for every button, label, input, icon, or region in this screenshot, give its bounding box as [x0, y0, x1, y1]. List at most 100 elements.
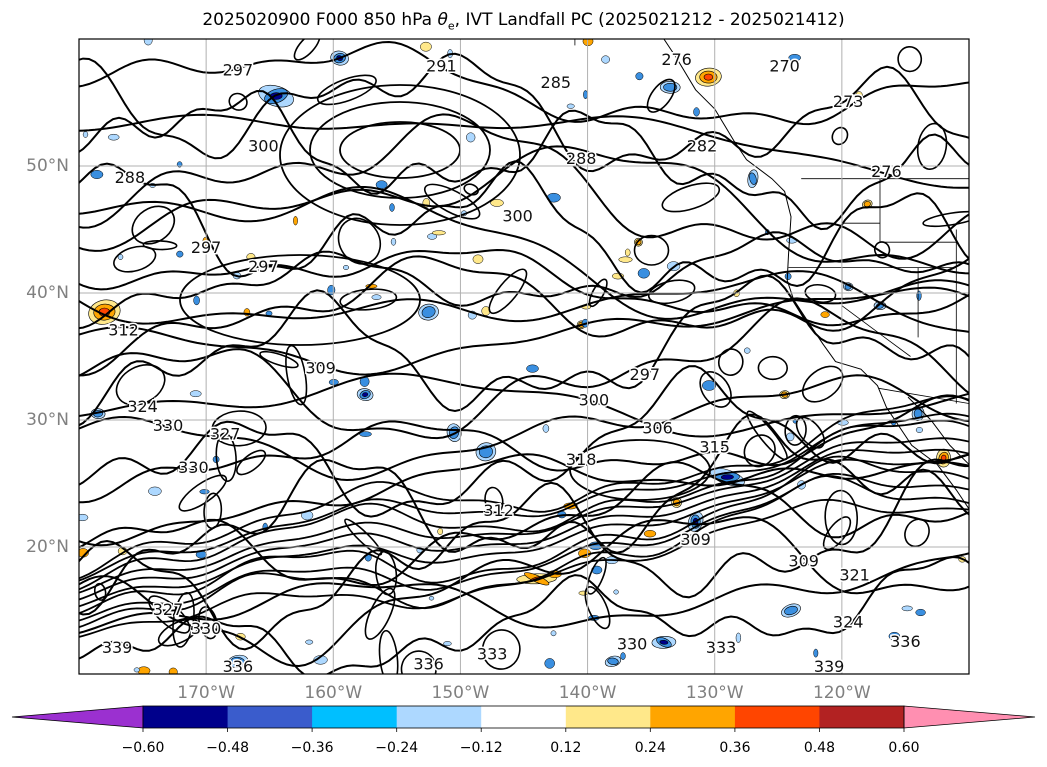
theta-e-contour [79, 365, 969, 518]
theta-e-contour-loop [113, 245, 157, 273]
pc-shading-blob [421, 306, 436, 318]
latitude-label: 40°N [26, 283, 69, 303]
theta-e-contour-loop [131, 205, 176, 245]
contour-label: 285 [541, 73, 572, 92]
pc-shading-speck [550, 630, 557, 637]
colorbar-bin [312, 706, 398, 728]
pc-shading-blob [607, 657, 619, 665]
theta-e-contour [79, 455, 969, 615]
pc-shading-blob [721, 474, 734, 480]
contour-label: 336 [413, 655, 444, 674]
colorbar-tick-label: −0.48 [206, 740, 249, 756]
theta-e-contour-loop [922, 210, 969, 228]
theta-e-contour-loop [228, 92, 248, 111]
theta-e-contour [79, 297, 969, 440]
map-title: 2025020900 F000 850 hPa θe, IVT Landfall… [0, 10, 1047, 32]
pc-shading-speck [820, 311, 830, 318]
pc-shading-speck [107, 133, 120, 141]
contour-label: 297 [223, 60, 254, 79]
pc-shading-speck [635, 72, 644, 81]
theta-e-contour [79, 160, 969, 294]
title-theta-subscript: e [447, 19, 455, 33]
pc-shading-speck [428, 595, 435, 601]
longitude-label: 120°W [813, 683, 871, 703]
theta-e-contour-loop [897, 46, 923, 73]
contour-label: 330 [178, 458, 209, 477]
theta-e-contour-loop [831, 126, 849, 146]
contour-label: 288 [115, 168, 146, 187]
theta-e-contour [79, 516, 969, 668]
theta-e-contour-loop [316, 74, 377, 106]
colorbar-tick-label: −0.24 [375, 740, 418, 756]
pc-shading-blob [663, 82, 678, 92]
contour-label-layer: 297 291 285 276 270 273 300 288 282 276 288 300 297 2… [100, 49, 922, 678]
contour-label: 330 [153, 416, 184, 435]
theta-e-contour [79, 372, 969, 438]
colorbar-bin [650, 706, 736, 728]
contour-label: 309 [680, 530, 711, 549]
theta-e-contour-loop [646, 78, 676, 113]
theta-e-contour-loop [115, 364, 166, 406]
theta-e-contour [79, 186, 969, 320]
colorbar-bin [143, 706, 229, 728]
longitude-label: 150°W [432, 683, 490, 703]
coastline-layer [574, 39, 969, 510]
pc-shading-speck [431, 230, 446, 236]
pc-shading-speck [168, 667, 178, 674]
theta-e-contour-loop [757, 355, 788, 381]
pc-shading-speck [637, 268, 650, 279]
theta-e-contour-loop [784, 414, 807, 446]
theta-e-contour-loop [344, 518, 383, 556]
pc-shading-speck [359, 431, 372, 437]
contour-label: 297 [248, 257, 279, 276]
theta-e-contour-loop [661, 182, 721, 213]
state-border [878, 387, 969, 404]
theta-e-contour [79, 248, 969, 327]
theta-e-contour-loop [569, 439, 711, 501]
theta-e-contour [79, 113, 969, 260]
longitude-label: 140°W [559, 683, 617, 703]
theta-e-contour-loop [198, 606, 219, 640]
pc-shading-speck [583, 90, 588, 100]
title-theta: θ [437, 10, 448, 30]
contour-label: 315 [699, 437, 730, 456]
pc-shading-blob [703, 73, 714, 81]
theta-e-contour [79, 458, 969, 608]
contour-label: 330 [191, 619, 222, 638]
theta-e-contour-loop [746, 410, 788, 461]
theta-e-contour [79, 498, 969, 638]
theta-e-contour-loop [179, 254, 421, 346]
theta-e-contour-loop [484, 486, 504, 515]
contour-label: 309 [305, 359, 336, 378]
theta-e-contour [79, 274, 969, 427]
pc-shading-speck [916, 290, 922, 301]
theta-e-contour-loop [822, 516, 852, 551]
pc-shading-speck [390, 238, 397, 246]
colorbar-bin [819, 706, 905, 728]
contour-label: 339 [102, 638, 133, 657]
contour-label: 327 [210, 425, 241, 444]
pc-shading-speck [743, 347, 751, 354]
colorbar-over-extend [903, 705, 1036, 729]
state-border [879, 178, 957, 243]
colorbar-under-extend [11, 705, 144, 729]
pc-shading-speck [328, 379, 339, 386]
pc-shading-speck [620, 652, 626, 660]
theta-e-contour-layer [79, 39, 969, 674]
latitude-label: 20°N [26, 537, 69, 557]
pc-shading-speck [466, 132, 476, 143]
theta-e-contour-loop [236, 449, 267, 476]
theta-e-contour-loop [142, 240, 178, 251]
pc-shading-speck [148, 486, 162, 496]
pc-shading-speck [490, 199, 504, 207]
theta-e-contour-loop [801, 365, 844, 403]
contour-label: 324 [127, 397, 158, 416]
theta-e-contour-loop [423, 183, 481, 220]
theta-e-contour-loop [375, 550, 398, 596]
latitude-label: 30°N [26, 410, 69, 430]
theta-e-contour-loop [743, 434, 776, 468]
colorbar-tick-label: 0.36 [719, 740, 750, 756]
contour-label: 336 [223, 657, 254, 676]
theta-e-contour-loop [804, 283, 837, 304]
